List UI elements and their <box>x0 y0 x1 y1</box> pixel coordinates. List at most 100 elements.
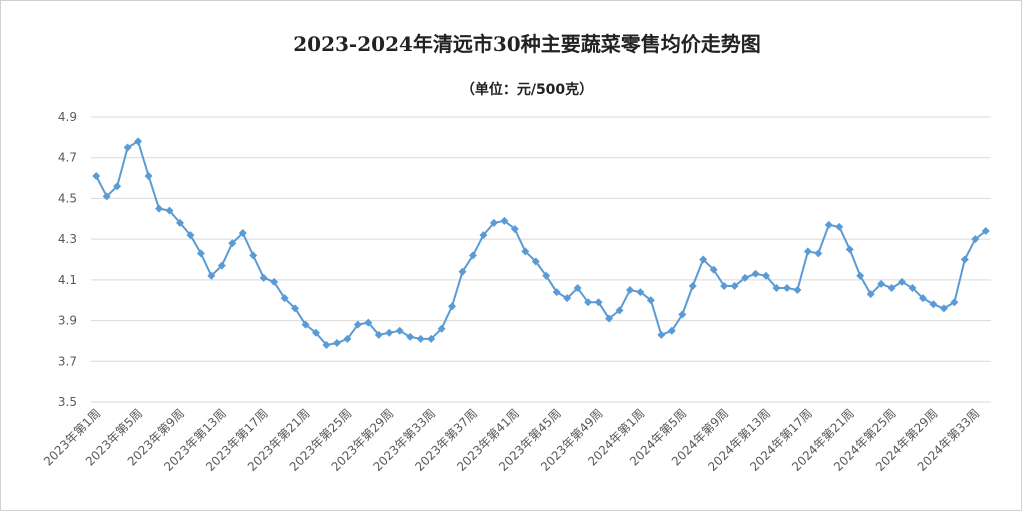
data-point <box>709 265 718 274</box>
data-point <box>751 269 760 278</box>
chart-title: 2023-2024年清远市30种主要蔬菜零售均价走势图 <box>293 32 760 56</box>
y-tick-label: 4.5 <box>58 191 77 205</box>
data-point <box>468 251 477 260</box>
data-point <box>489 218 498 227</box>
data-point <box>667 326 676 335</box>
data-point <box>594 298 603 307</box>
data-point <box>427 334 436 343</box>
data-point <box>615 306 624 315</box>
gridlines <box>91 116 991 403</box>
y-tick-label: 4.9 <box>58 110 77 124</box>
data-point <box>678 310 687 319</box>
data-point <box>741 273 750 282</box>
data-point <box>343 334 352 343</box>
data-point <box>92 172 101 181</box>
data-point <box>479 231 488 240</box>
y-tick-label: 4.3 <box>58 232 77 246</box>
data-point <box>866 290 875 299</box>
data-point <box>165 206 174 215</box>
data-point <box>657 330 666 339</box>
data-point <box>803 247 812 256</box>
data-point <box>918 294 927 303</box>
data-point <box>887 284 896 292</box>
data-point <box>102 192 111 201</box>
data-point <box>259 273 268 282</box>
data-point <box>762 271 770 280</box>
data-point <box>217 261 226 270</box>
data-point <box>835 222 844 231</box>
data-point <box>971 235 980 244</box>
data-point <box>720 281 729 290</box>
data-point <box>898 277 907 286</box>
data-point <box>280 294 289 303</box>
data-point <box>699 255 708 264</box>
data-point <box>207 271 216 280</box>
data-point <box>814 249 823 258</box>
y-tick-label: 4.7 <box>58 151 77 165</box>
data-point <box>500 216 509 225</box>
data-point <box>448 302 457 311</box>
data-point <box>531 257 540 266</box>
series-markers <box>92 137 990 349</box>
data-point <box>332 338 341 347</box>
data-point <box>364 318 373 327</box>
data-point <box>186 231 195 240</box>
data-point <box>960 255 969 264</box>
data-point <box>908 284 917 292</box>
data-point <box>291 304 300 313</box>
data-point <box>584 298 593 307</box>
data-point <box>625 286 634 295</box>
data-point <box>856 271 865 280</box>
data-point <box>123 143 132 152</box>
data-point <box>353 320 362 329</box>
data-point <box>646 296 655 305</box>
data-point <box>636 288 645 297</box>
y-axis-ticks: 3.5 3.7 3.9 4.1 4.3 4.5 4.7 4.9 <box>58 110 77 409</box>
y-tick-label: 3.9 <box>58 314 77 328</box>
data-point <box>845 245 854 254</box>
data-point <box>877 279 886 288</box>
data-point <box>155 204 164 213</box>
data-point <box>772 284 781 292</box>
data-point <box>175 218 184 227</box>
data-point <box>950 298 959 307</box>
data-point <box>385 328 394 337</box>
data-point <box>521 247 530 256</box>
data-point <box>605 314 614 323</box>
data-point <box>395 326 404 335</box>
data-point <box>249 251 258 260</box>
data-point <box>238 229 247 238</box>
data-point <box>416 334 425 343</box>
data-point <box>730 281 739 290</box>
data-point <box>437 324 446 333</box>
data-point <box>793 286 802 295</box>
data-point <box>312 328 320 337</box>
chart-subtitle: （单位：元/500克） <box>461 81 593 98</box>
data-point <box>939 304 948 313</box>
data-point <box>196 249 205 258</box>
data-point <box>552 288 561 297</box>
data-point <box>929 300 938 309</box>
data-point <box>113 182 122 191</box>
data-point <box>824 220 833 229</box>
y-tick-label: 3.5 <box>58 395 77 409</box>
data-point <box>301 320 310 329</box>
data-point <box>228 239 237 248</box>
data-point <box>144 172 153 181</box>
data-point <box>458 267 467 276</box>
data-point <box>542 271 551 280</box>
data-point <box>374 330 383 339</box>
data-point <box>782 284 791 292</box>
data-point <box>134 137 143 146</box>
data-point <box>688 281 697 290</box>
y-tick-label: 4.1 <box>58 273 77 287</box>
y-tick-label: 3.7 <box>58 354 77 368</box>
data-point <box>981 227 990 235</box>
data-point <box>573 284 582 292</box>
data-point <box>563 294 572 303</box>
data-point <box>406 332 415 341</box>
x-axis-ticks: 2023年第1周2023年第5周2023年第9周2023年第13周2023年第1… <box>41 406 982 474</box>
data-point <box>322 341 331 349</box>
